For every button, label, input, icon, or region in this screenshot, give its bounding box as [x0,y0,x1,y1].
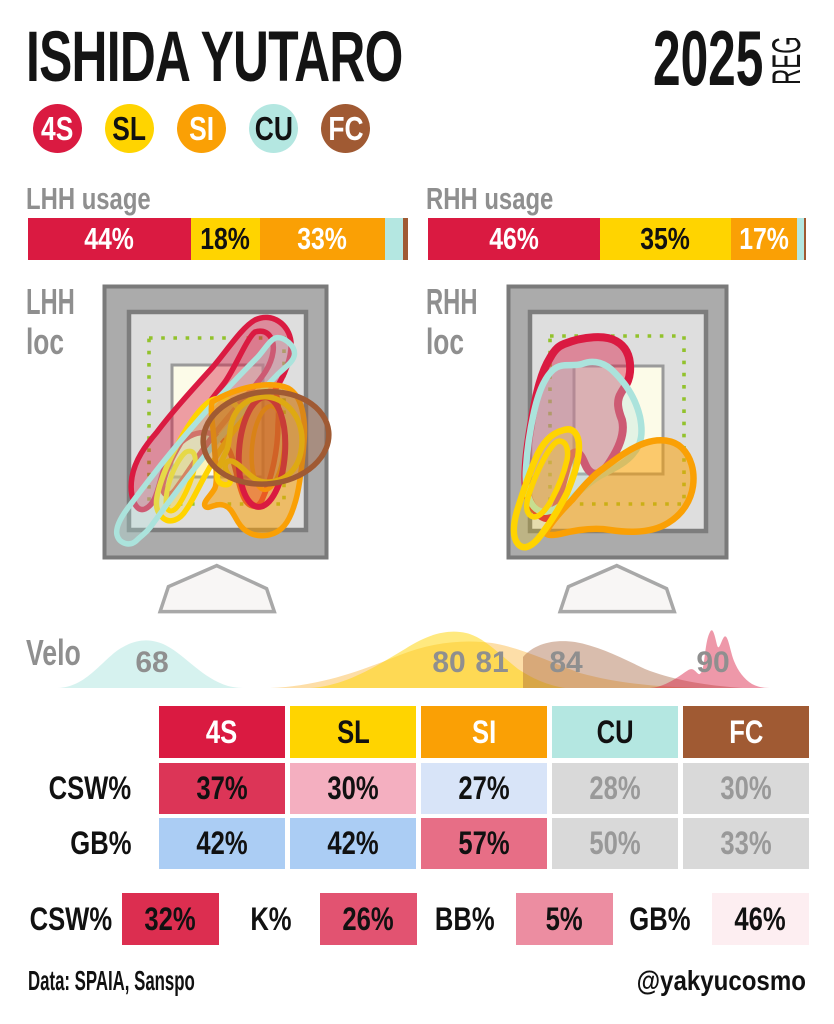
svg-text:80: 80 [432,646,465,679]
svg-text:84: 84 [549,646,583,679]
svg-text:68: 68 [135,646,168,679]
svg-text:90: 90 [696,646,729,679]
svg-text:81: 81 [475,646,508,679]
